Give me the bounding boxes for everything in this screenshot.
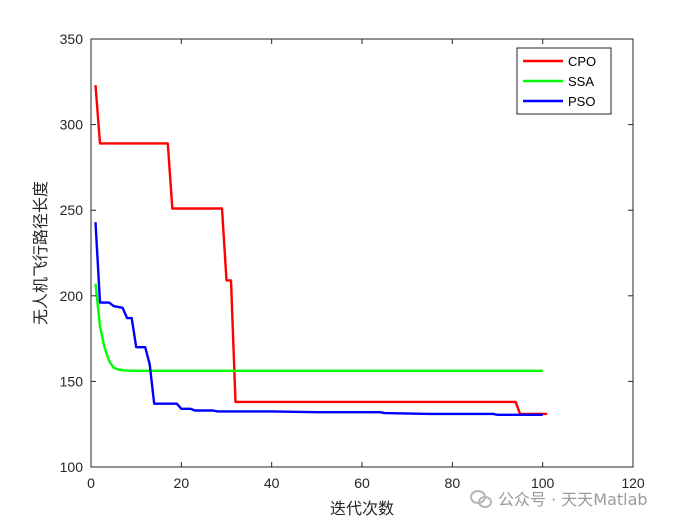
x-tick-label: 40 <box>264 475 280 491</box>
ticks-layer: 0 20 40 60 80 100 120 100 150 200 250 300 350 <box>60 31 645 491</box>
series-line-cpo <box>94 85 548 416</box>
y-tick-label: 150 <box>60 373 84 389</box>
wechat-icon <box>470 489 492 508</box>
x-tick-label: 80 <box>445 475 461 491</box>
x-tick-label: 60 <box>354 475 370 491</box>
y-tick-label: 200 <box>60 288 84 304</box>
legend: CPO SSA PSO <box>516 47 612 115</box>
legend-label-pso: PSO <box>568 94 595 109</box>
watermark-text: 公众号 · 天天Matlab <box>498 490 648 509</box>
y-tick-label: 300 <box>60 117 84 133</box>
x-axis-title: 迭代次数 <box>330 499 394 518</box>
x-tick-label: 120 <box>621 475 645 491</box>
y-axis-title: 无人机飞行路径长度 <box>31 181 50 325</box>
series-layer <box>94 85 548 416</box>
x-tick-label: 0 <box>87 475 95 491</box>
legend-label-cpo: CPO <box>568 54 596 69</box>
x-tick-label: 100 <box>531 475 555 491</box>
series-line-ssa <box>94 283 543 372</box>
legend-label-ssa: SSA <box>568 74 594 89</box>
series-line-pso <box>94 222 543 416</box>
x-tick-label: 20 <box>174 475 190 491</box>
y-tick-label: 250 <box>60 202 84 218</box>
watermark: 公众号 · 天天Matlab <box>470 485 690 511</box>
y-tick-label: 100 <box>60 459 84 475</box>
y-tick-label: 350 <box>60 31 84 47</box>
